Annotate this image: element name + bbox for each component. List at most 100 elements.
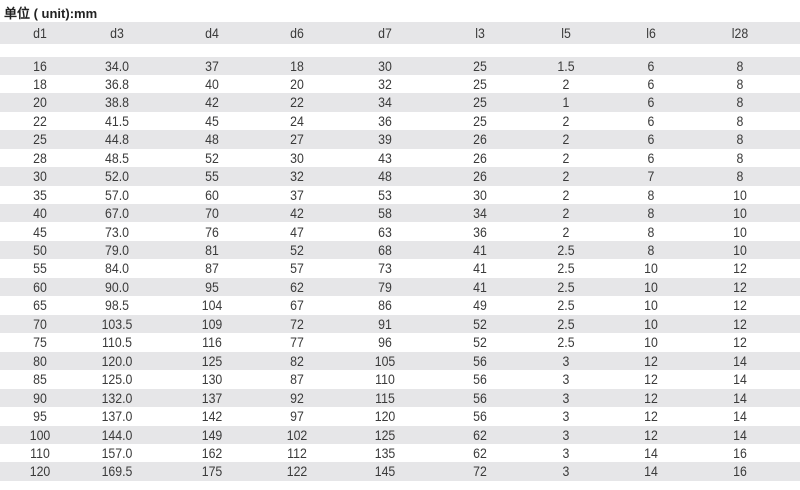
cell-d4: 137 <box>201 389 223 406</box>
cell-d1: 80 <box>33 352 47 369</box>
cell-d7: 145 <box>374 463 396 480</box>
cell-d6: 37 <box>290 186 304 203</box>
column-header-l28: l28 <box>731 25 749 41</box>
cell-d6: 22 <box>290 94 304 111</box>
cell-d1: 28 <box>33 149 47 166</box>
column-header-d1: d1 <box>33 25 47 41</box>
cell-d6: 18 <box>290 57 304 74</box>
table-row: 75 110.5 116 77 96 52 2.5 10 12 <box>0 333 800 351</box>
cell-l6: 8 <box>647 242 655 258</box>
cell-d3: 125.0 <box>101 371 133 388</box>
cell-l28: 12 <box>733 278 747 295</box>
cell-d4: 162 <box>201 444 223 461</box>
cell-d3: 57.0 <box>105 186 129 203</box>
cell-d1: 95 <box>33 408 47 425</box>
cell-l5: 3 <box>562 408 570 425</box>
cell-d4: 52 <box>205 149 219 166</box>
cell-l3: 56 <box>473 371 487 388</box>
cell-d6: 112 <box>287 444 307 461</box>
cell-d6: 20 <box>290 75 304 92</box>
cell-l5: 2.5 <box>557 334 575 351</box>
cell-d7: 58 <box>378 205 392 222</box>
column-header-d6: d6 <box>290 25 304 41</box>
cell-d3: 52.0 <box>105 168 129 185</box>
cell-d7: 96 <box>378 334 392 351</box>
cell-d6: 72 <box>290 315 304 332</box>
cell-l3: 41 <box>473 278 487 295</box>
cell-l28: 10 <box>733 186 747 203</box>
cell-d1: 120 <box>29 463 51 480</box>
cell-l28: 12 <box>733 260 747 277</box>
table-row: 30 52.0 55 32 48 26 2 7 8 <box>0 167 800 186</box>
cell-l3: 25 <box>473 112 487 129</box>
cell-d3: 90.0 <box>105 278 129 295</box>
table-header: d1 d3 d4 d6 d7 l3 l5 l6 l28 <box>0 22 800 44</box>
cell-l28: 12 <box>733 315 747 332</box>
cell-l28: 14 <box>733 426 747 443</box>
cell-d3: 67.0 <box>105 205 129 222</box>
cell-d1: 22 <box>33 112 47 129</box>
cell-l5: 3 <box>562 352 570 369</box>
column-header-l6: l6 <box>646 25 656 41</box>
cell-d6: 27 <box>290 131 304 148</box>
table-row: 22 41.5 45 24 36 25 2 6 8 <box>0 112 800 130</box>
cell-d6: 52 <box>290 242 304 258</box>
cell-d6: 102 <box>286 426 308 443</box>
cell-l6: 6 <box>647 112 655 129</box>
cell-d4: 142 <box>201 408 223 425</box>
cell-l5: 3 <box>562 463 570 480</box>
cell-l3: 34 <box>473 205 487 222</box>
cell-l5: 3 <box>562 371 570 388</box>
cell-d7: 110 <box>375 371 395 388</box>
cell-d6: 82 <box>290 352 304 369</box>
cell-d7: 91 <box>378 315 392 332</box>
cell-d7: 32 <box>378 75 392 92</box>
table-row: 65 98.5 104 67 86 49 2.5 10 12 <box>0 296 800 314</box>
column-header-d3: d3 <box>110 25 124 41</box>
cell-d7: 48 <box>378 168 392 185</box>
cell-l3: 41 <box>473 260 487 277</box>
table-row: 70 103.5 109 72 91 52 2.5 10 12 <box>0 314 800 334</box>
cell-d6: 30 <box>290 149 304 166</box>
cell-l3: 52 <box>473 334 487 351</box>
cell-l3: 30 <box>473 186 487 203</box>
cell-d1: 50 <box>33 242 47 258</box>
cell-d7: 36 <box>378 112 392 129</box>
cell-l6: 14 <box>644 444 658 461</box>
cell-d3: 41.5 <box>105 112 129 129</box>
column-header-l5: l5 <box>561 25 571 41</box>
cell-l28: 10 <box>733 223 747 240</box>
cell-d3: 34.0 <box>105 57 129 74</box>
cell-l6: 14 <box>644 463 658 480</box>
cell-l28: 12 <box>733 297 747 314</box>
cell-d1: 35 <box>33 186 47 203</box>
cell-d4: 95 <box>205 278 219 295</box>
cell-l6: 12 <box>644 389 658 406</box>
cell-l28: 8 <box>736 131 744 148</box>
cell-l6: 10 <box>644 297 658 314</box>
cell-d7: 86 <box>378 297 392 314</box>
cell-l5: 1.5 <box>557 57 575 74</box>
cell-d1: 25 <box>33 131 47 148</box>
cell-l6: 6 <box>647 75 655 92</box>
table-row: 100 144.0 149 102 125 62 3 12 14 <box>0 425 800 444</box>
cell-d1: 110 <box>30 444 50 461</box>
cell-d1: 18 <box>33 75 47 92</box>
cell-d6: 87 <box>290 371 304 388</box>
cell-d3: 144.0 <box>101 426 133 443</box>
cell-d4: 81 <box>205 242 219 258</box>
cell-l3: 26 <box>473 149 487 166</box>
table-row: 110 157.0 162 112 135 62 3 14 16 <box>0 444 800 462</box>
cell-d7: 34 <box>378 94 392 111</box>
cell-d4: 116 <box>202 334 222 351</box>
cell-d7: 43 <box>378 149 392 166</box>
cell-d6: 77 <box>290 334 304 351</box>
cell-d1: 70 <box>33 315 47 332</box>
cell-d6: 32 <box>290 168 304 185</box>
cell-l28: 8 <box>736 149 744 166</box>
cell-l5: 3 <box>562 389 570 406</box>
cell-d1: 55 <box>33 260 47 277</box>
cell-d1: 75 <box>33 334 47 351</box>
cell-d4: 76 <box>205 223 219 240</box>
cell-l28: 8 <box>736 75 744 92</box>
